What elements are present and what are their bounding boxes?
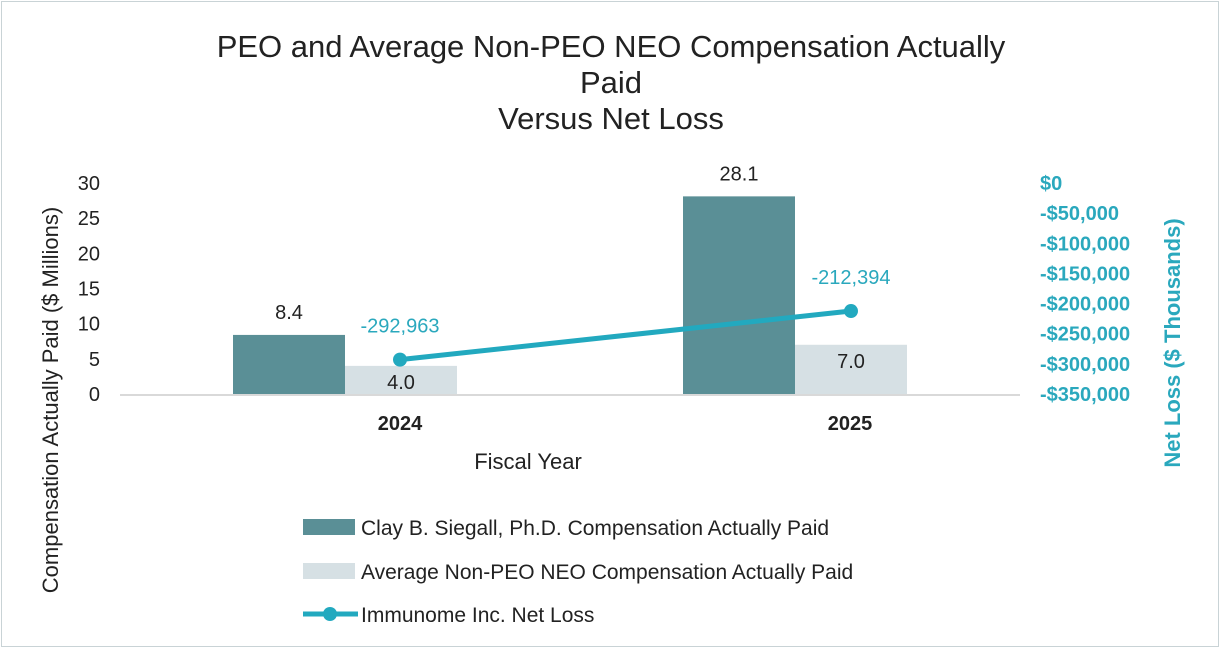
y2-axis-label: Net Loss ($ Thousands)	[1160, 218, 1185, 467]
legend-label: Immunome Inc. Net Loss	[361, 604, 594, 627]
legend-swatch-neo	[303, 563, 355, 579]
y-tick-label: 15	[78, 279, 100, 301]
bar-neo	[345, 365, 457, 394]
bar-data-label: 28.1	[720, 163, 759, 185]
chart-title-line: PEO and Average Non-PEO NEO Compensation…	[217, 29, 1006, 64]
y-tick-label: 10	[78, 314, 100, 336]
bar-data-label: 7.0	[837, 351, 865, 373]
y2-tick-label: -$50,000	[1040, 203, 1119, 225]
legend-label: Average Non-PEO NEO Compensation Actuall…	[361, 561, 853, 584]
line-data-label: -292,963	[361, 316, 440, 338]
net-loss-line	[399, 308, 852, 363]
y-tick-label: 30	[78, 173, 100, 195]
chart-title-line: Paid	[580, 65, 642, 100]
net-loss-point	[393, 352, 407, 367]
y2-tick-label: -$100,000	[1040, 233, 1130, 255]
legend-swatch-peo	[303, 519, 355, 535]
y-axis-label: Compensation Actually Paid ($ Millions)	[38, 207, 63, 593]
x-axis-label: Fiscal Year	[474, 449, 582, 474]
legend-swatch-marker	[323, 607, 337, 621]
y-tick-label: 5	[89, 349, 100, 371]
chart-title-line: Versus Net Loss	[498, 101, 724, 136]
y2-tick-label: -$200,000	[1040, 294, 1130, 316]
y2-tick-label: -$250,000	[1040, 324, 1130, 346]
y-tick-label: 0	[89, 384, 100, 406]
y2-tick-label: $0	[1040, 173, 1062, 195]
net-loss-point	[844, 304, 858, 319]
bar-data-label: 8.4	[275, 302, 303, 324]
x-tick-label: 2025	[828, 413, 873, 435]
y2-tick-label: -$300,000	[1040, 354, 1130, 376]
line-data-label: -212,394	[812, 267, 891, 289]
bar-data-label: 4.0	[387, 372, 415, 394]
bar-neo	[795, 344, 907, 394]
y-tick-label: 25	[78, 208, 100, 230]
y2-tick-label: -$150,000	[1040, 263, 1130, 285]
y2-tick-label: -$350,000	[1040, 384, 1130, 406]
bar-peo	[233, 334, 345, 394]
x-tick-label: 2024	[378, 413, 423, 435]
y-tick-label: 20	[78, 243, 100, 265]
legend-label: Clay B. Siegall, Ph.D. Compensation Actu…	[361, 517, 829, 540]
bar-peo	[683, 196, 795, 394]
